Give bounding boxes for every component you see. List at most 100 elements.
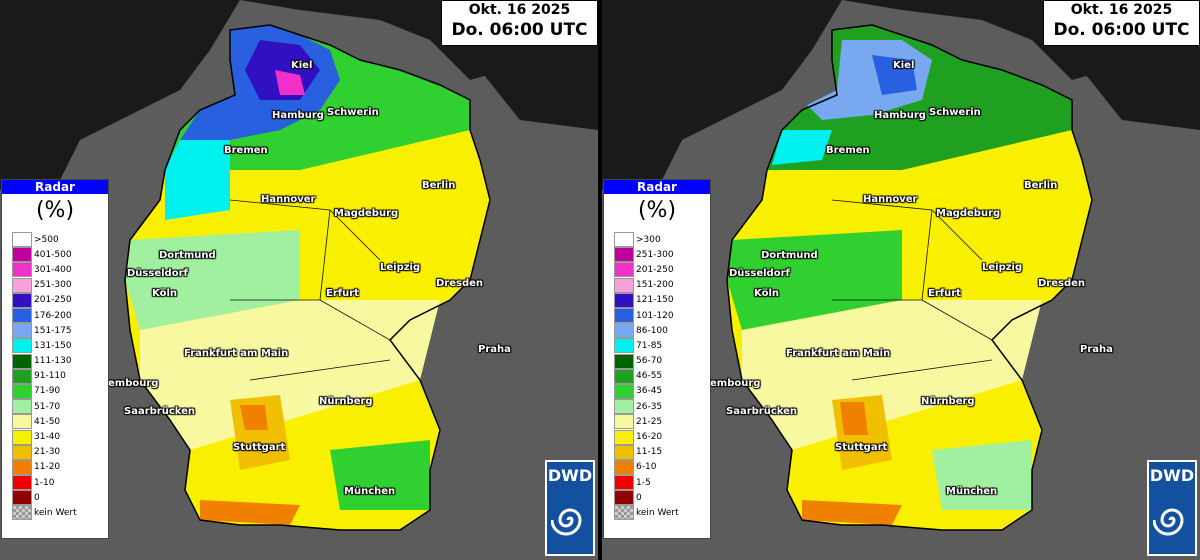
legend-label: 176-200 bbox=[34, 310, 72, 321]
legend-items: >500 401-500 301-400 251-300 201-250 176-200 1… bbox=[12, 232, 77, 521]
legend-swatch bbox=[12, 277, 32, 293]
city-label-stuttgart: Stuttgart bbox=[233, 442, 286, 453]
legend-item: 31-40 bbox=[12, 429, 77, 445]
legend-item: 251-300 bbox=[12, 277, 77, 293]
city-label-hannover: Hannover bbox=[261, 194, 316, 205]
legend-swatch bbox=[12, 429, 32, 445]
legend-item: 201-250 bbox=[614, 262, 679, 278]
city-label-nuernberg: Nürnberg bbox=[319, 396, 373, 407]
legend-item: 301-400 bbox=[12, 262, 77, 278]
legend-swatch bbox=[12, 368, 32, 384]
legend-unit: (%) bbox=[35, 198, 75, 223]
legend-label: 151-175 bbox=[34, 325, 72, 336]
city-label-luxembourg: embourg bbox=[108, 378, 159, 389]
city-label-frankfurt: Frankfurt am Main bbox=[184, 348, 289, 359]
city-label-duesseldorf: Düsseldorf bbox=[127, 268, 188, 279]
legend-label: 31-40 bbox=[34, 432, 61, 443]
legend-label: 111-130 bbox=[34, 356, 72, 367]
legend-item: 86-100 bbox=[614, 323, 679, 339]
legend-swatch bbox=[614, 444, 634, 460]
legend-swatch bbox=[12, 247, 32, 263]
legend-label: 11-20 bbox=[34, 462, 61, 473]
legend-item: kein Wert bbox=[12, 505, 77, 521]
legend-item: 91-110 bbox=[12, 368, 77, 384]
legend-swatch bbox=[12, 399, 32, 415]
legend-item: >300 bbox=[614, 232, 679, 248]
legend-swatch bbox=[614, 429, 634, 445]
date-time-box: Okt. 16 2025 Do. 06:00 UTC bbox=[1043, 0, 1200, 46]
legend-swatch bbox=[614, 399, 634, 415]
legend-label: 401-500 bbox=[34, 249, 72, 260]
city-label-berlin: Berlin bbox=[1024, 180, 1058, 191]
city-label-koeln: Köln bbox=[754, 288, 779, 299]
legend-item: 401-500 bbox=[12, 247, 77, 263]
city-label-berlin: Berlin bbox=[422, 180, 456, 191]
legend-item: 71-90 bbox=[12, 383, 77, 399]
legend-swatch bbox=[12, 323, 32, 339]
legend-swatch bbox=[12, 475, 32, 491]
legend-swatch bbox=[12, 353, 32, 369]
legend-label: 201-250 bbox=[34, 295, 72, 306]
city-label-saarbruecken: Saarbrücken bbox=[124, 406, 196, 417]
legend-label: 21-25 bbox=[636, 416, 663, 427]
legend-label: 1-5 bbox=[636, 477, 651, 488]
legend-label: 0 bbox=[34, 492, 40, 503]
legend-label: 46-55 bbox=[636, 371, 663, 382]
legend-swatch bbox=[12, 505, 32, 521]
legend-swatch bbox=[12, 292, 32, 308]
legend-item: 21-25 bbox=[614, 414, 679, 430]
legend-item: 121-150 bbox=[614, 292, 679, 308]
city-label-muenchen: München bbox=[344, 486, 396, 497]
legend-label: 36-45 bbox=[636, 386, 663, 397]
dwd-logo: DWD bbox=[545, 460, 595, 556]
color-legend: Radar (%) >500 401-500 301-400 251-300 201-2… bbox=[1, 179, 109, 539]
legend-item: 21-30 bbox=[12, 444, 77, 460]
legend-unit: (%) bbox=[637, 198, 677, 223]
legend-swatch bbox=[614, 490, 634, 506]
dwd-logo-text: DWD bbox=[547, 466, 593, 485]
legend-swatch bbox=[614, 323, 634, 339]
city-label-saarbruecken: Saarbrücken bbox=[726, 406, 798, 417]
city-label-leipzig: Leipzig bbox=[982, 262, 1023, 273]
legend-item: 151-200 bbox=[614, 277, 679, 293]
legend-label: 6-10 bbox=[636, 462, 657, 473]
legend-swatch bbox=[614, 505, 634, 521]
city-label-dortmund: Dortmund bbox=[159, 250, 216, 261]
legend-item: 176-200 bbox=[12, 308, 77, 324]
dwd-logo-text: DWD bbox=[1149, 466, 1195, 485]
map-panel-right: Kiel Hamburg Schwerin Bremen Berlin Hann… bbox=[602, 0, 1200, 560]
legend-swatch bbox=[12, 338, 32, 354]
legend-label: 86-100 bbox=[636, 325, 668, 336]
city-label-praha: Praha bbox=[478, 344, 511, 355]
legend-swatch bbox=[614, 292, 634, 308]
city-label-kiel: Kiel bbox=[893, 60, 915, 71]
legend-swatch bbox=[12, 383, 32, 399]
legend-swatch bbox=[614, 353, 634, 369]
city-label-nuernberg: Nürnberg bbox=[921, 396, 975, 407]
legend-item: 201-250 bbox=[12, 292, 77, 308]
legend-label: 301-400 bbox=[34, 264, 72, 275]
legend-label: 251-300 bbox=[636, 249, 674, 260]
legend-item: 51-70 bbox=[12, 399, 77, 415]
legend-label: >500 bbox=[34, 234, 59, 245]
legend-label: 51-70 bbox=[34, 401, 61, 412]
legend-item: 41-50 bbox=[12, 414, 77, 430]
legend-swatch bbox=[614, 383, 634, 399]
legend-label: 56-70 bbox=[636, 356, 663, 367]
city-label-hamburg: Hamburg bbox=[874, 110, 926, 121]
legend-label: kein Wert bbox=[34, 507, 77, 518]
legend-item: 11-20 bbox=[12, 459, 77, 475]
legend-label: 151-200 bbox=[636, 280, 674, 291]
legend-item: 101-120 bbox=[614, 308, 679, 324]
city-label-schwerin: Schwerin bbox=[327, 107, 379, 118]
legend-label: >300 bbox=[636, 234, 661, 245]
legend-swatch bbox=[614, 475, 634, 491]
city-label-stuttgart: Stuttgart bbox=[835, 442, 888, 453]
city-label-koeln: Köln bbox=[152, 288, 177, 299]
date-time-box: Okt. 16 2025 Do. 06:00 UTC bbox=[441, 0, 598, 46]
city-label-dortmund: Dortmund bbox=[761, 250, 818, 261]
city-label-luxembourg: embourg bbox=[710, 378, 761, 389]
color-legend: Radar (%) >300 251-300 201-250 151-200 121-1… bbox=[603, 179, 711, 539]
legend-label: 0 bbox=[636, 492, 642, 503]
